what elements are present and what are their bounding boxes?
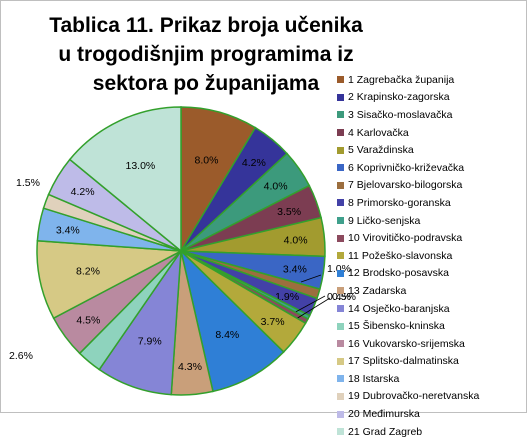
legend-label: 18 Istarska — [348, 372, 400, 385]
legend-swatch — [337, 375, 344, 383]
legend-swatch — [337, 76, 344, 84]
legend-swatch — [337, 410, 344, 418]
legend-item-8: 8 Primorsko-goranska — [337, 194, 525, 212]
data-label-8: 1.9% — [275, 291, 299, 303]
legend-label: 3 Sisačko-moslavačka — [348, 108, 453, 121]
legend-label: 8 Primorsko-goranska — [348, 196, 451, 209]
legend-item-20: 20 Međimurska — [337, 405, 525, 423]
legend-swatch — [337, 146, 344, 154]
pie-chart: 8.0%4.2%4.0%3.5%4.0%3.4%1.0%1.9%0.4%0.5%… — [9, 106, 356, 396]
legend-item-9: 9 Ličko-senjska — [337, 212, 525, 230]
data-label-11: 3.7% — [261, 316, 285, 328]
legend-item-6: 6 Koprivničko-križevačka — [337, 159, 525, 177]
legend-swatch — [337, 357, 344, 365]
legend-item-13: 13 Zadarska — [337, 282, 525, 300]
legend-item-7: 7 Bjelovarsko-bilogorska — [337, 177, 525, 195]
data-label-15: 2.6% — [9, 350, 33, 362]
pie-slice-21 — [68, 106, 182, 253]
legend-label: 2 Krapinsko-zagorska — [348, 91, 450, 104]
legend-item-16: 16 Vukovarsko-srijemska — [337, 335, 525, 353]
legend-label: 9 Ličko-senjska — [348, 214, 421, 227]
data-label-2: 4.2% — [242, 157, 266, 169]
legend-swatch — [337, 217, 344, 225]
data-label-18: 3.4% — [56, 225, 80, 237]
legend-swatch — [337, 93, 344, 101]
legend-label: 10 Virovitičko-podravska — [348, 232, 463, 245]
legend-label: 14 Osječko-baranjska — [348, 302, 450, 315]
data-label-5: 4.0% — [284, 235, 308, 247]
legend-label: 12 Brodsko-posavska — [348, 267, 449, 280]
legend-label: 15 Šibensko-kninska — [348, 320, 445, 333]
legend-label: 16 Vukovarsko-srijemska — [348, 337, 465, 350]
legend-item-17: 17 Splitsko-dalmatinska — [337, 353, 525, 371]
legend-item-12: 12 Brodsko-posavska — [337, 265, 525, 283]
legend-label: 17 Splitsko-dalmatinska — [348, 355, 459, 368]
data-label-16: 4.5% — [76, 315, 100, 327]
legend-label: 13 Zadarska — [348, 284, 407, 297]
legend-label: 20 Međimurska — [348, 408, 420, 421]
legend-label: 19 Dubrovačko-neretvanska — [348, 390, 480, 403]
legend-swatch — [337, 269, 344, 277]
leader-line-7 — [300, 274, 322, 283]
data-label-21: 13.0% — [126, 160, 156, 172]
legend-swatch — [337, 428, 344, 436]
data-label-1: 8.0% — [195, 154, 219, 166]
data-label-14: 7.9% — [138, 336, 162, 348]
legend-label: 11 Požeško-slavonska — [348, 249, 453, 262]
legend: 1 Zagrebačka županija 2 Krapinsko-zagorsk… — [337, 71, 525, 440]
legend-label: 21 Grad Zagreb — [348, 425, 423, 438]
legend-swatch — [337, 252, 344, 260]
legend-swatch — [337, 287, 344, 295]
data-label-12: 8.4% — [215, 329, 239, 341]
legend-label: 6 Koprivničko-križevačka — [348, 161, 465, 174]
legend-label: 7 Bjelovarsko-bilogorska — [348, 179, 463, 192]
legend-item-10: 10 Virovitičko-podravska — [337, 229, 525, 247]
data-label-17: 8.2% — [76, 266, 100, 278]
data-label-20: 4.2% — [71, 186, 95, 198]
legend-item-3: 3 Sisačko-moslavačka — [337, 106, 525, 124]
data-label-3: 4.0% — [264, 180, 288, 192]
data-label-4: 3.5% — [277, 206, 301, 218]
legend-label: 4 Karlovačka — [348, 126, 409, 139]
pie-slice-12 — [179, 248, 285, 393]
data-label-13: 4.3% — [178, 361, 202, 373]
legend-item-5: 5 Varaždinska — [337, 141, 525, 159]
legend-swatch — [337, 305, 344, 313]
legend-swatch — [337, 340, 344, 348]
legend-item-19: 19 Dubrovačko-neretvanska — [337, 388, 525, 406]
legend-swatch — [337, 392, 344, 400]
legend-item-21: 21 Grad Zagreb — [337, 423, 525, 440]
data-label-19: 1.5% — [16, 177, 40, 189]
legend-swatch — [337, 181, 344, 189]
legend-item-2: 2 Krapinsko-zagorska — [337, 89, 525, 107]
legend-swatch — [337, 129, 344, 137]
data-label-6: 3.4% — [283, 264, 307, 276]
legend-item-4: 4 Karlovačka — [337, 124, 525, 142]
legend-item-14: 14 Osječko-baranjska — [337, 300, 525, 318]
legend-swatch — [337, 234, 344, 242]
legend-item-15: 15 Šibensko-kninska — [337, 317, 525, 335]
chart-title: Tablica 11. Prikaz broja učenika u trogo… — [49, 14, 363, 95]
legend-swatch — [337, 322, 344, 330]
legend-swatch — [337, 164, 344, 172]
data-label-9: 0.4% — [327, 291, 351, 303]
legend-swatch — [337, 199, 344, 207]
data-label-7: 1.0% — [327, 263, 351, 275]
legend-swatch — [337, 111, 344, 119]
pie-slice-17 — [36, 239, 184, 320]
legend-item-18: 18 Istarska — [337, 370, 525, 388]
legend-label: 5 Varaždinska — [348, 144, 414, 157]
legend-item-11: 11 Požeško-slavonska — [337, 247, 525, 265]
legend-item-1: 1 Zagrebačka županija — [337, 71, 525, 89]
legend-label: 1 Zagrebačka županija — [348, 73, 455, 86]
